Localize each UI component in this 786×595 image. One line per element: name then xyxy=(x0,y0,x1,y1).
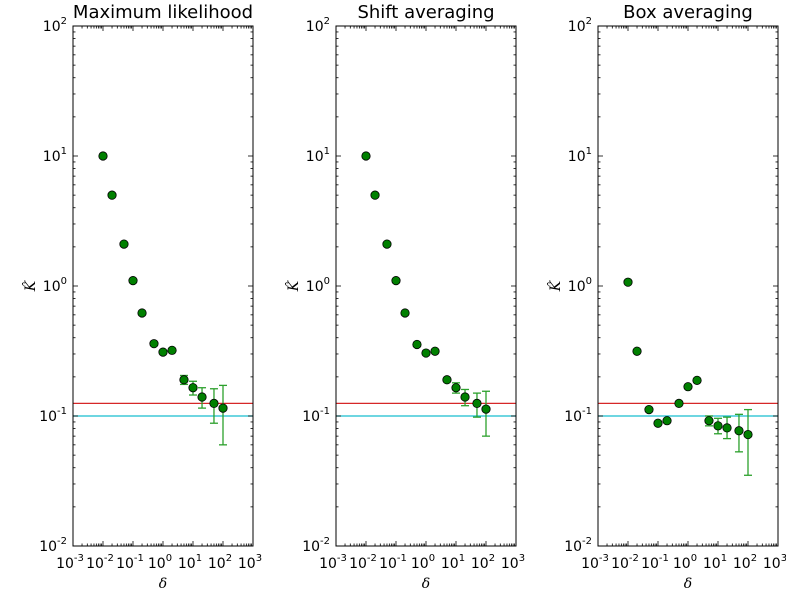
y-tick-label: 10-1 xyxy=(302,406,330,425)
data-point xyxy=(400,308,410,318)
data-point xyxy=(382,239,392,249)
data-point xyxy=(674,398,684,409)
y-tick-label: 10-2 xyxy=(564,536,592,555)
data-point xyxy=(692,375,702,385)
y-axis-label: K̂ xyxy=(546,279,564,292)
data-point xyxy=(412,339,422,350)
data-point xyxy=(743,429,753,440)
data-point xyxy=(209,398,219,409)
data-point xyxy=(653,418,663,428)
x-tick-label: 102 xyxy=(208,553,232,572)
data-point xyxy=(119,239,129,249)
data-point xyxy=(361,151,371,161)
data-point xyxy=(722,423,732,433)
chart-panel-3: 10-3 10-2 10-1 100 101 102 10310-210-110010110… xyxy=(546,2,786,592)
data-point xyxy=(179,375,189,385)
x-tick-label: 103 xyxy=(238,553,262,572)
y-tick-label: 10-1 xyxy=(564,406,592,425)
y-tick-label: 101 xyxy=(568,146,592,165)
x-tick-label: 10-1 xyxy=(641,553,669,572)
x-tick-label: 101 xyxy=(178,553,202,572)
x-tick-label: 10-2 xyxy=(349,553,377,572)
x-axis-label: δ xyxy=(684,576,692,592)
data-point xyxy=(197,392,207,402)
y-tick-label: 102 xyxy=(306,16,330,35)
y-tick-label: 101 xyxy=(43,146,67,165)
x-tick-label: 102 xyxy=(733,553,757,572)
x-tick-label: 100 xyxy=(411,553,435,572)
data-point xyxy=(632,346,642,356)
axes-frame xyxy=(335,25,517,547)
y-axis-label: K̂ xyxy=(284,279,302,292)
data-point xyxy=(460,392,470,402)
x-tick-label: 101 xyxy=(441,553,465,572)
y-tick-label: 10-2 xyxy=(39,536,67,555)
data-point xyxy=(704,416,714,426)
axes-frame xyxy=(597,25,779,547)
data-point xyxy=(98,151,108,161)
y-tick-label: 10-2 xyxy=(302,536,330,555)
data-point xyxy=(149,339,159,349)
y-tick-label: 101 xyxy=(306,146,330,165)
data-point xyxy=(167,345,177,355)
data-point xyxy=(734,426,744,436)
data-point xyxy=(662,416,672,426)
axis-ticks xyxy=(597,25,779,547)
y-tick-label: 10-1 xyxy=(39,406,67,425)
x-tick-label: 103 xyxy=(501,553,525,572)
axes-frame xyxy=(72,25,254,547)
data-point xyxy=(158,347,168,357)
data-point xyxy=(430,346,440,356)
data-point xyxy=(370,190,380,200)
data-point xyxy=(713,421,723,431)
chart-title: Shift averaging xyxy=(357,2,494,23)
x-axis-label: δ xyxy=(422,576,430,592)
y-tick-label: 102 xyxy=(568,16,592,35)
data-point xyxy=(451,383,461,393)
data-point xyxy=(128,276,138,286)
data-point xyxy=(644,405,654,415)
x-tick-label: 103 xyxy=(763,553,786,572)
y-axis-label: K̂ xyxy=(21,279,39,292)
y-tick-label: 100 xyxy=(568,276,592,295)
y-tick-label: 102 xyxy=(43,16,67,35)
x-tick-label: 10-1 xyxy=(379,553,407,572)
chart-title: Maximum likelihood xyxy=(73,2,253,23)
x-tick-label: 100 xyxy=(148,553,172,572)
x-tick-label: 10-2 xyxy=(611,553,639,572)
data-point xyxy=(442,375,452,385)
chart-title: Box averaging xyxy=(623,2,753,23)
chart-panel-2: 10-3 10-2 10-1 100 101 102 10310-210-110010110… xyxy=(284,2,525,592)
data-point xyxy=(623,277,633,287)
x-tick-label: 10-3 xyxy=(56,553,84,572)
data-point xyxy=(218,403,228,413)
x-tick-label: 10-3 xyxy=(319,553,347,572)
data-point xyxy=(137,308,147,318)
y-tick-label: 100 xyxy=(43,276,67,295)
data-point xyxy=(391,276,401,286)
axis-ticks xyxy=(335,25,517,547)
x-axis-label: δ xyxy=(159,576,167,592)
x-tick-label: 10-3 xyxy=(581,553,609,572)
x-tick-label: 101 xyxy=(703,553,727,572)
data-point xyxy=(107,190,117,200)
data-point xyxy=(472,398,482,409)
data-point xyxy=(683,382,693,392)
data-point xyxy=(481,404,491,414)
x-tick-label: 10-2 xyxy=(86,553,114,572)
x-tick-label: 100 xyxy=(673,553,697,572)
data-point xyxy=(188,383,198,393)
error-bar xyxy=(744,408,752,476)
data-point xyxy=(421,348,431,358)
x-tick-label: 102 xyxy=(471,553,495,572)
axis-ticks xyxy=(72,25,254,547)
chart-panel-1: 10-3 10-2 10-1 100 101 102 10310-210-110010110… xyxy=(21,2,262,592)
error-bar xyxy=(219,384,227,446)
x-tick-label: 10-1 xyxy=(116,553,144,572)
y-tick-label: 100 xyxy=(306,276,330,295)
